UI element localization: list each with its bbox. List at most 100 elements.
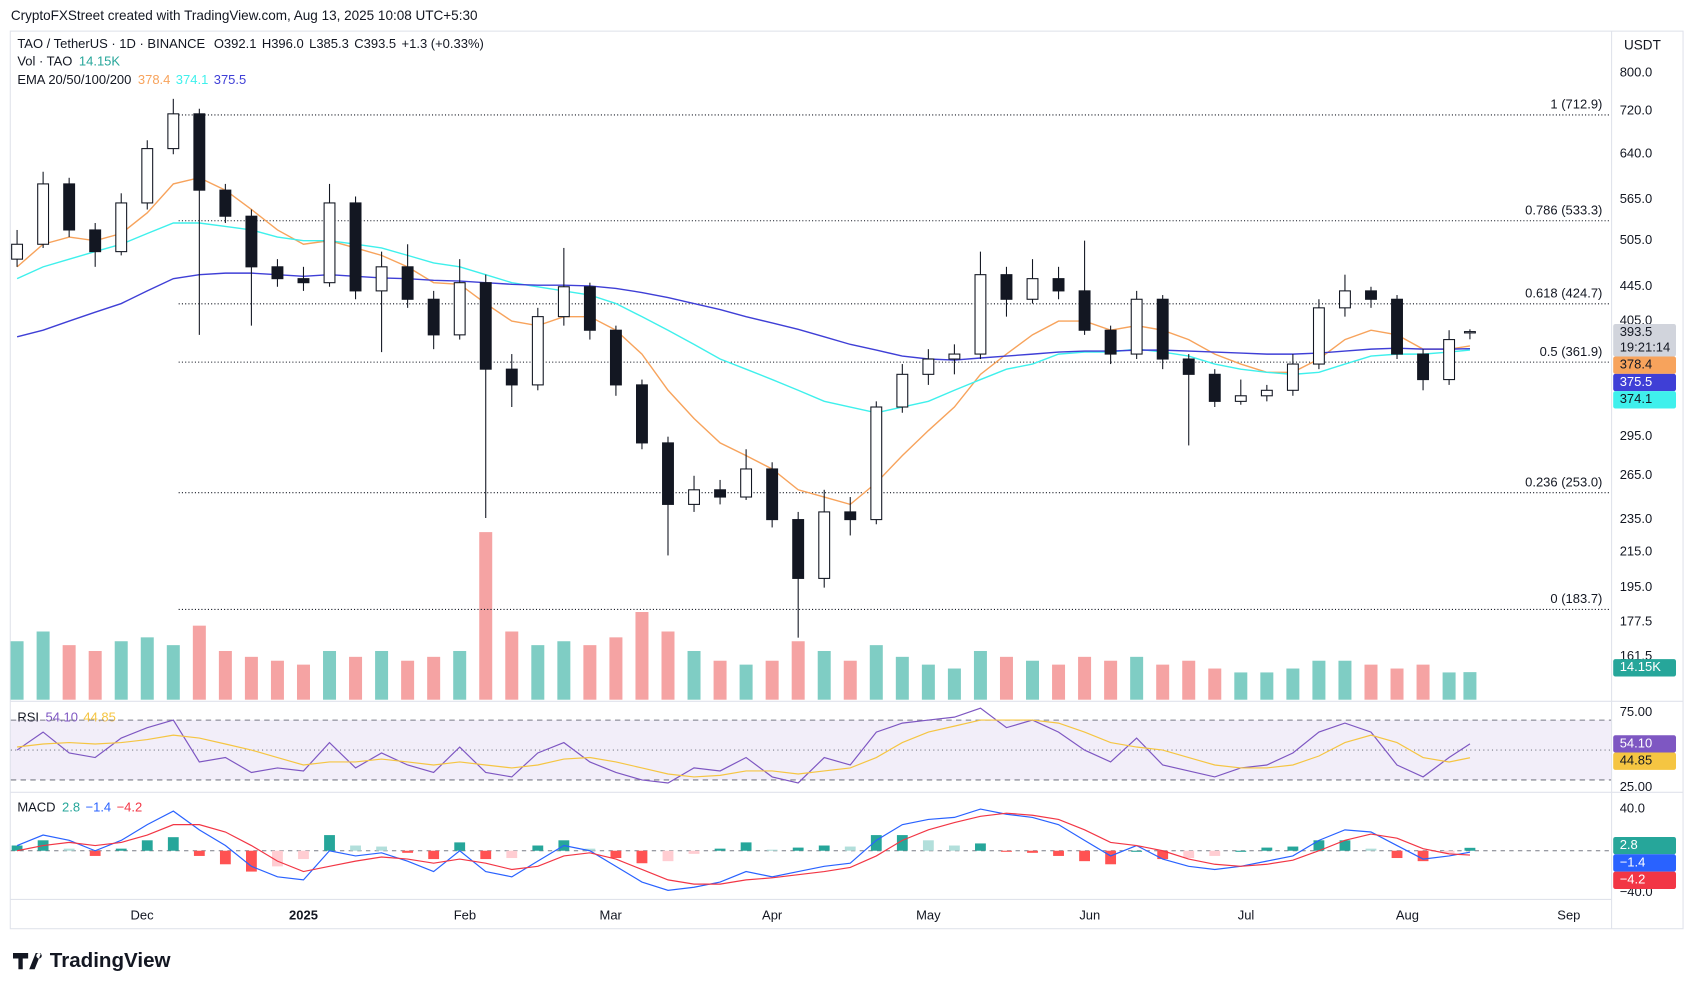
candle-body (740, 468, 753, 498)
x-tick-label: Sep (1557, 908, 1580, 923)
price-tag: 14.15K (1620, 659, 1661, 674)
price-tag: 375.5 (1620, 374, 1653, 389)
candle-body (141, 148, 154, 204)
volume-bars (10, 532, 1477, 700)
candle-body (844, 511, 857, 521)
candle-body (583, 286, 596, 331)
x-tick-label: May (916, 908, 941, 923)
ema-legend-value: 375.5 (214, 72, 247, 87)
price-tag-bg (1613, 871, 1677, 889)
macd-histogram-bar (506, 850, 518, 859)
x-tick-label: Jun (1079, 908, 1100, 923)
price-tag-bg (1613, 659, 1677, 677)
macd-histogram-bar (1079, 850, 1090, 862)
volume-bar (375, 650, 389, 700)
macd-histogram-bar (219, 850, 231, 865)
macd-histogram-bar (115, 848, 127, 851)
price-tag-bg (1613, 391, 1677, 409)
candle-body (792, 519, 805, 579)
fib-label: 0.5 (361.9) (1540, 344, 1603, 359)
fib-label: 0.618 (424.7) (1525, 285, 1602, 300)
candle-body (479, 282, 492, 370)
credit: CryptoFXStreet created with TradingView.… (11, 8, 478, 23)
volume-bar (401, 660, 415, 700)
macd-histogram-bar (1287, 846, 1299, 851)
volume-bar (1026, 660, 1040, 700)
volume-bar (687, 650, 701, 700)
macd-histogram-bar (1235, 850, 1247, 852)
ema-legend-label: EMA 20/50/100/200 (17, 72, 131, 87)
price-tag: 378.4 (1620, 357, 1653, 372)
macd-legend-value: 2.8 (62, 799, 80, 814)
rsi-legend-value: 54.10 (45, 710, 78, 725)
logo-text: TradingView (50, 949, 172, 972)
candle-body (636, 384, 648, 444)
volume-bar (453, 650, 467, 700)
volume-bar (921, 664, 935, 700)
y-tick-label: 235.0 (1620, 511, 1653, 526)
y-tick-label: 405.0 (1620, 313, 1653, 328)
macd-histogram-bar (1261, 847, 1273, 851)
macd-histogram-bar (193, 850, 205, 856)
macd-histogram-bar (141, 840, 153, 851)
volume-bar (531, 645, 545, 700)
volume-bar (505, 631, 519, 700)
macd-histogram-bar (870, 835, 882, 851)
volume-bar (739, 664, 753, 700)
price-tag: −1.4 (1620, 854, 1646, 869)
volume-bar (1364, 664, 1378, 700)
volume-bar (140, 637, 154, 700)
rsi-legend-title: RSI (17, 710, 39, 725)
price-tag: 393.5 (1620, 324, 1653, 339)
candle-body (922, 358, 935, 375)
candle-body (1052, 278, 1065, 292)
volume-bar (1052, 664, 1066, 700)
y-tick-label: 505.0 (1620, 232, 1653, 247)
change: +1.3 (+0.33%) (402, 36, 484, 51)
candle-body (609, 329, 622, 386)
macd-histogram-bar (584, 848, 596, 851)
volume-legend-value: 14.15K (79, 53, 120, 68)
x-tick-label: Mar (600, 908, 623, 923)
volume-bar (557, 641, 571, 700)
macd-histogram-bar (1464, 847, 1476, 851)
y-tick-label: 75.00 (1620, 704, 1653, 719)
candle-body (1234, 395, 1247, 402)
chart-frame (9, 30, 1684, 930)
ema-legend-value: 374.1 (176, 72, 209, 87)
x-tick-label: Aug (1396, 908, 1419, 923)
candle-body (505, 368, 518, 386)
y-tick-label: 265.0 (1620, 467, 1653, 482)
candle-body (89, 229, 102, 253)
logo-icon (12, 953, 42, 970)
volume-bar (349, 656, 363, 700)
volume-bar (296, 664, 310, 700)
price-tag-bg (1613, 356, 1677, 374)
macd-histogram-bar (662, 850, 674, 862)
candle-body (1000, 274, 1013, 300)
price-tag: −4.2 (1620, 872, 1646, 887)
volume-bar (635, 612, 649, 700)
macd-histogram-bar (324, 835, 335, 851)
macd-histogram-bar (740, 842, 752, 851)
x-tick-label: 2025 (289, 908, 318, 923)
macd-histogram-bar (896, 835, 908, 851)
macd-histogram-bar (1053, 850, 1064, 856)
candle-body (349, 202, 362, 292)
price-tag-bg (1613, 373, 1677, 392)
volume-bar (1208, 668, 1222, 700)
volume-bar (192, 625, 206, 700)
candle-body (1312, 307, 1325, 365)
volume-bar (36, 631, 50, 700)
y-tick-label: 640.0 (1620, 146, 1653, 161)
volume-bar (114, 641, 128, 700)
price-tag-bg (1613, 735, 1677, 753)
fib-label: 0.236 (253.0) (1525, 474, 1602, 489)
symbol: TAO / TetherUS · 1D · BINANCE (17, 36, 205, 51)
y-tick-label: 295.0 (1620, 428, 1653, 443)
macd-histogram-bar (1105, 850, 1117, 865)
macd-histogram-bar (272, 850, 283, 867)
volume-bar (661, 631, 675, 700)
x-tick-label: Dec (131, 908, 155, 923)
